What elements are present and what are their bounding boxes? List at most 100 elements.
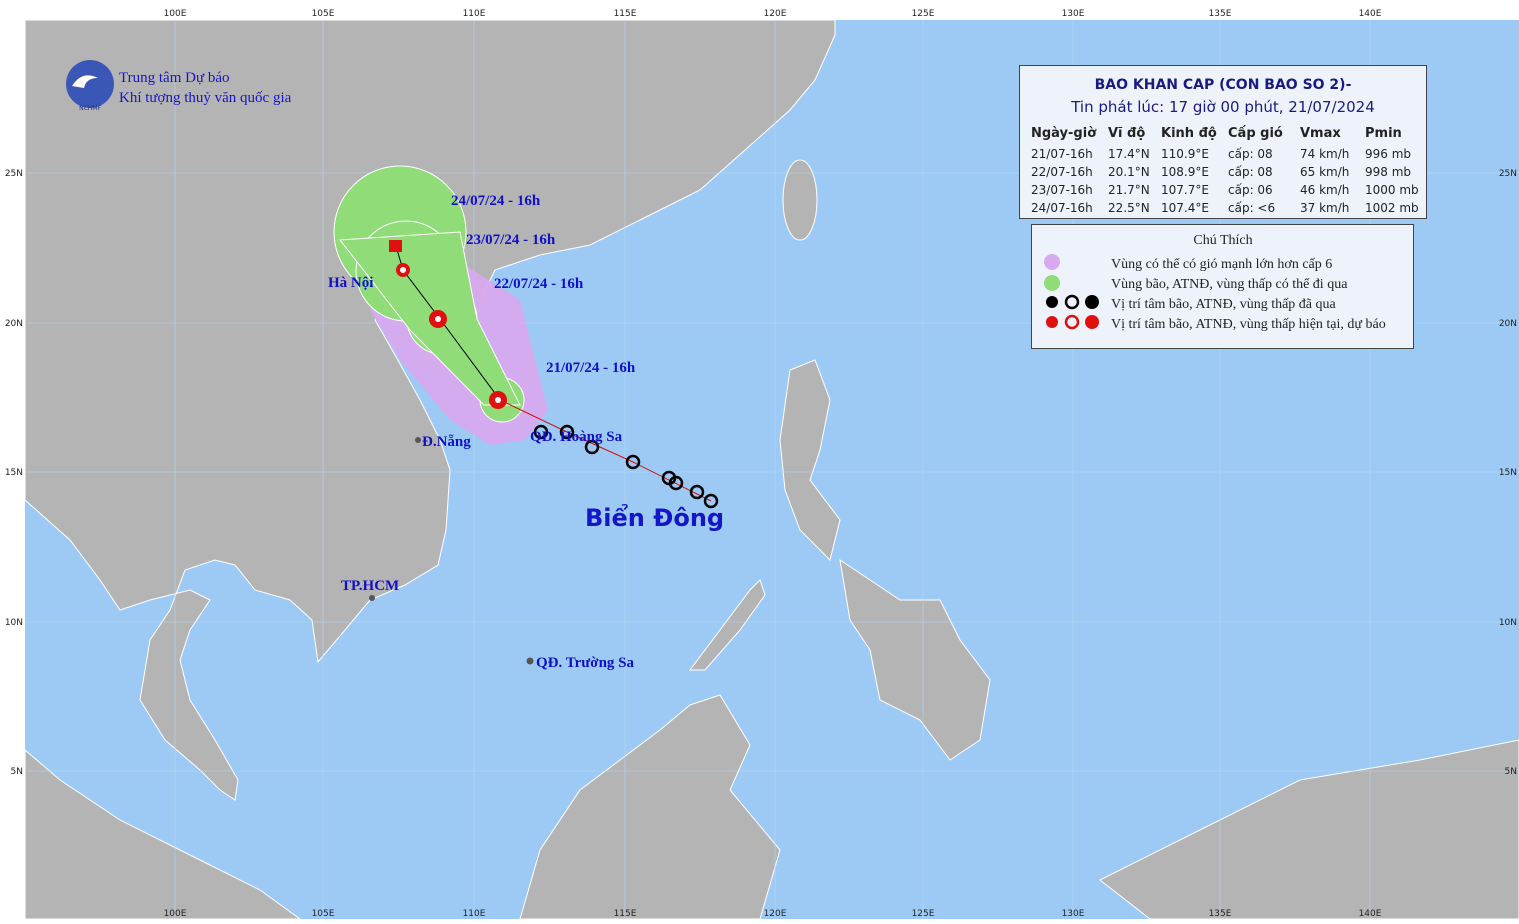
lon-label: 130E	[1062, 909, 1085, 919]
lon-label: 135E	[1209, 9, 1232, 19]
table-cell: 108.9°E	[1161, 165, 1209, 179]
agency-name: Khí tượng thuỷ văn quốc gia	[119, 90, 292, 106]
table-cell: 17.4°N	[1108, 147, 1150, 161]
lon-label: 100E	[164, 909, 187, 919]
lon-label: 140E	[1359, 9, 1382, 19]
lon-label: 135E	[1209, 909, 1232, 919]
legend-title: Chú Thích	[1193, 233, 1252, 248]
legend-symbol	[1085, 295, 1099, 309]
place-label: Hà Nội	[328, 275, 373, 291]
table-cell: cấp: 06	[1228, 183, 1273, 197]
logo-disc	[66, 60, 114, 108]
table-cell: 37 km/h	[1300, 201, 1349, 215]
lat-label: 20N	[1499, 319, 1517, 329]
bulletin-panel	[1019, 65, 1427, 219]
legend-item: Vị trí tâm bão, ATNĐ, vùng thấp đã qua	[1111, 297, 1337, 312]
bulletin-box: BAO KHAN CAP (CON BAO SO 2)- Tin phát lú…	[1019, 65, 1427, 219]
table-cell: 1000 mb	[1365, 183, 1419, 197]
legend-box: Chú Thích Vùng có thể có gió mạnh lớn hơ…	[1031, 224, 1414, 349]
lon-label: 100E	[164, 9, 187, 19]
table-cell: 20.1°N	[1108, 165, 1150, 179]
column-header: Ngày-giờ	[1031, 126, 1097, 141]
past-position	[703, 493, 719, 509]
lat-label: 15N	[1499, 468, 1517, 478]
luzon	[779, 359, 841, 561]
agency-name: Trung tâm Dự báo	[119, 70, 230, 86]
table-cell: 23/07-16h	[1031, 183, 1093, 197]
bulletin-title: BAO KHAN CAP (CON BAO SO 2)-	[1095, 77, 1352, 93]
lat-label: 20N	[5, 319, 23, 329]
lat-label: 5N	[11, 767, 23, 777]
past-position	[689, 484, 705, 500]
legend-items: Vùng có thể có gió mạnh lớn hơn cấp 6 Vùn…	[1111, 257, 1386, 332]
lat-label: 25N	[5, 169, 23, 179]
visayas-mindanao	[839, 558, 991, 761]
taiwan	[782, 159, 818, 241]
city-dot	[415, 437, 421, 443]
past-position	[559, 424, 575, 440]
lat-label: 10N	[5, 618, 23, 628]
legend-symbol	[1046, 296, 1058, 308]
lon-label: 105E	[312, 9, 335, 19]
lon-label: 120E	[764, 9, 787, 19]
table-cell: 107.7°E	[1161, 183, 1209, 197]
place-label: Đ.Nẵng	[422, 434, 471, 450]
past-track	[499, 399, 712, 502]
borneo	[519, 694, 781, 920]
lat-label: 25N	[1499, 169, 1517, 179]
place-label: QĐ. Trường Sa	[536, 655, 635, 671]
lon-label: 115E	[614, 909, 637, 919]
storm-eye	[435, 316, 441, 322]
lon-label: 140E	[1359, 909, 1382, 919]
legend-symbol	[1064, 314, 1080, 330]
table-cell: 110.9°E	[1161, 147, 1209, 161]
low-eye	[400, 267, 406, 273]
low-symbol	[389, 240, 402, 252]
island-dot	[526, 657, 534, 665]
past-position	[533, 424, 549, 440]
logo-swirl	[72, 75, 98, 88]
column-header: Vĩ độ	[1108, 126, 1145, 141]
city-dot	[369, 595, 375, 601]
lon-label: 105E	[312, 909, 335, 919]
storm-eye	[495, 397, 501, 403]
sea-label: Biển Đông	[585, 502, 724, 532]
forecast-time-label: 23/07/24 - 16h	[466, 232, 556, 248]
place-label: TP.HCM	[341, 578, 399, 594]
legend-item: Vị trí tâm bão, ATNĐ, vùng thấp hiện tại…	[1111, 317, 1386, 332]
place-label: QĐ. Hoàng Sa	[530, 429, 623, 445]
column-header: Cấp gió	[1228, 126, 1283, 141]
forecast-time-label: 22/07/24 - 16h	[494, 276, 584, 292]
lon-label: 125E	[912, 9, 935, 19]
lat-label: 15N	[5, 468, 23, 478]
table-cell: 107.4°E	[1161, 201, 1209, 215]
forecast-time-label: 24/07/24 - 16h	[451, 193, 541, 209]
table-cell: 1002 mb	[1365, 201, 1419, 215]
legend-symbol	[1046, 316, 1058, 328]
agency-logo: NCHMF Trung tâm Dự báo Khí tượng thuỷ vă…	[66, 60, 292, 112]
table-cell: cấp: 08	[1228, 165, 1273, 179]
bulletin-table: Ngày-giờ Vĩ độ Kinh độ Cấp gió Vmax Pmin 21/07…	[1031, 126, 1419, 215]
legend-item: Vùng có thể có gió mạnh lớn hơn cấp 6	[1111, 257, 1332, 272]
column-header: Pmin	[1365, 126, 1402, 141]
legend-symbol	[1064, 294, 1080, 310]
forecast-time-label: 21/07/24 - 16h	[546, 360, 636, 376]
land	[24, 19, 1519, 920]
table-cell: 996 mb	[1365, 147, 1411, 161]
table-cell: 21.7°N	[1108, 183, 1150, 197]
table-cell: 998 mb	[1365, 165, 1411, 179]
past-positions	[533, 424, 719, 509]
table-cell: 22.5°N	[1108, 201, 1150, 215]
legend-swatch	[1044, 254, 1060, 270]
bulletin-issued: Tin phát lúc: 17 giờ 00 phút, 21/07/2024	[1070, 98, 1375, 116]
palawan	[689, 579, 766, 671]
lat-label: 5N	[1505, 767, 1517, 777]
graticule: 100E 100E 105E 105E 110E 110E 115E 115E 120E 120E…	[5, 9, 1519, 919]
table-cell: cấp: <6	[1228, 201, 1275, 215]
forecast-positions	[389, 240, 507, 409]
legend-swatch	[1044, 275, 1060, 291]
storm-layer	[333, 165, 719, 665]
past-position	[584, 439, 600, 455]
table-cell: 46 km/h	[1300, 183, 1349, 197]
